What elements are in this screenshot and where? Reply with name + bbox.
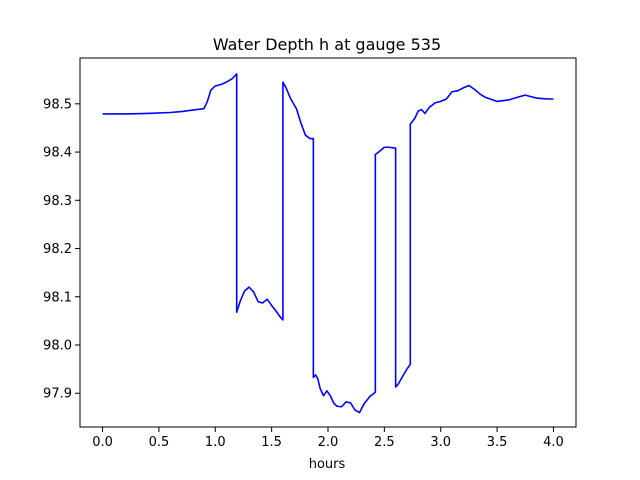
- y-tick-label: 98.2: [43, 242, 72, 257]
- y-axis: 97.9 98.0 98.1 98.2 98.3 98.4 98.5: [43, 97, 80, 402]
- y-tick-label: 97.9: [43, 387, 72, 402]
- x-tick-label: 0.5: [149, 435, 170, 450]
- x-tick-label: 2.0: [318, 435, 339, 450]
- x-axis: 0.0 0.5 1.0 1.5 2.0 2.5 3.0 3.5 4.0: [92, 427, 564, 450]
- x-tick-label: 1.0: [205, 435, 226, 450]
- y-tick-label: 98.0: [43, 339, 72, 354]
- x-tick-label: 2.5: [374, 435, 395, 450]
- y-tick-label: 98.5: [43, 97, 72, 112]
- y-tick-label: 98.3: [43, 194, 72, 209]
- x-tick-label: 0.0: [92, 435, 113, 450]
- y-tick-label: 98.1: [43, 290, 72, 305]
- series-line: [102, 73, 554, 414]
- series-group: [102, 73, 554, 414]
- x-tick-label: 3.5: [487, 435, 508, 450]
- x-axis-label: hours: [309, 457, 346, 472]
- x-tick-label: 4.0: [543, 435, 564, 450]
- x-tick-label: 3.0: [430, 435, 451, 450]
- x-tick-label: 1.5: [261, 435, 282, 450]
- y-tick-label: 98.4: [43, 146, 72, 161]
- chart-title: Water Depth h at gauge 535: [213, 35, 441, 54]
